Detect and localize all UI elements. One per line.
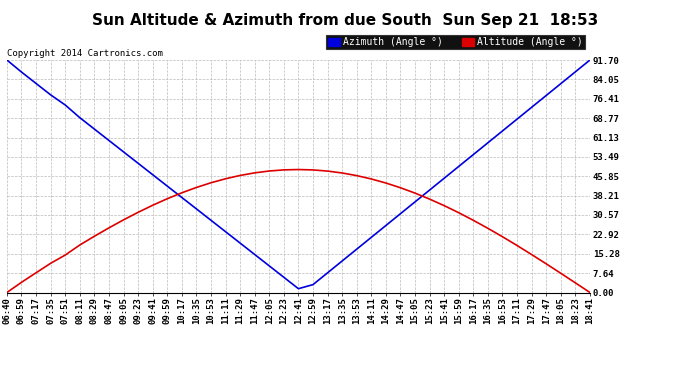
Legend: Azimuth (Angle °), Altitude (Angle °): Azimuth (Angle °), Altitude (Angle °) <box>326 34 585 50</box>
Text: Sun Altitude & Azimuth from due South  Sun Sep 21  18:53: Sun Altitude & Azimuth from due South Su… <box>92 13 598 28</box>
Text: Copyright 2014 Cartronics.com: Copyright 2014 Cartronics.com <box>7 49 163 58</box>
